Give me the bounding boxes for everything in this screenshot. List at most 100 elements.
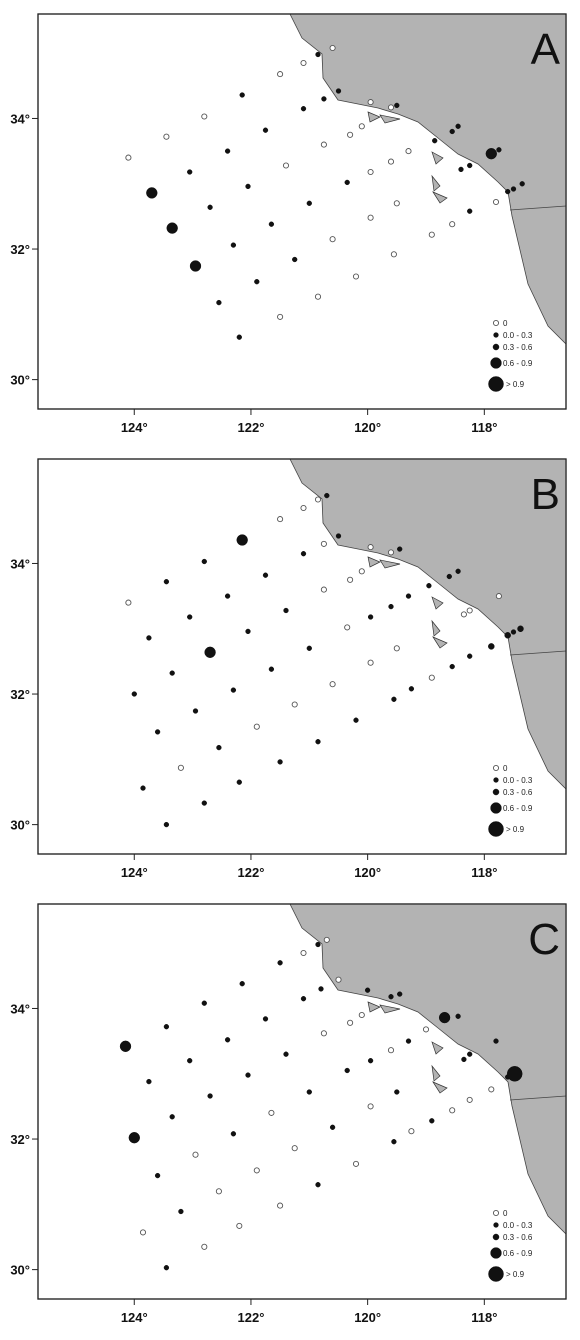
panel-letter: B — [531, 470, 560, 519]
station-marker-filled — [455, 568, 461, 574]
station-marker-filled — [236, 534, 248, 546]
station-marker-filled — [262, 127, 269, 133]
station-marker-empty — [320, 1030, 327, 1037]
station-marker-empty — [347, 1019, 354, 1026]
legend-marker — [488, 1266, 504, 1282]
station-marker-empty — [492, 198, 500, 206]
station-marker-empty — [405, 148, 412, 155]
legend-label: 0 — [503, 1209, 508, 1218]
station-marker-filled — [426, 583, 432, 589]
x-tick-label: 118° — [471, 420, 497, 435]
station-marker-filled — [268, 666, 275, 672]
station-marker-filled — [519, 181, 525, 187]
station-marker-filled — [467, 653, 473, 659]
station-marker-filled — [321, 96, 327, 102]
station-marker-filled — [432, 138, 438, 144]
station-marker-filled — [245, 1072, 251, 1078]
station-marker-empty — [277, 313, 284, 320]
station-marker-filled — [131, 691, 137, 697]
channel-island — [432, 1081, 448, 1094]
station-marker-filled — [315, 51, 321, 58]
y-tick-label: 32° — [10, 1132, 30, 1147]
station-marker-filled — [467, 1051, 473, 1057]
station-marker-empty — [367, 99, 374, 106]
station-marker-filled — [324, 492, 330, 499]
y-tick-label: 34° — [10, 111, 30, 126]
legend-label: 0.6 - 0.9 — [503, 1249, 533, 1258]
station-marker-filled — [128, 1132, 140, 1144]
station-marker-filled — [169, 670, 175, 676]
legend: 0 0.0 - 0.3 0.3 - 0.6 0.6 - 0.9 > 0.9 — [488, 764, 533, 837]
legend-label: 0 — [503, 319, 508, 328]
map-panel-c: 124° 122° 120° 118° 34° 32° 30° C 0 0.0 - 0.3 0.3 … — [10, 903, 567, 1325]
channel-island — [431, 174, 441, 192]
panel-letter: C — [528, 915, 560, 964]
station-marker-filled — [192, 708, 199, 714]
station-marker-filled — [283, 607, 289, 614]
station-marker-empty — [367, 659, 374, 666]
y-tick-label: 30° — [10, 818, 30, 833]
station-marker-filled — [504, 632, 511, 639]
station-marker-empty — [367, 544, 374, 551]
station-marker-filled — [277, 960, 283, 966]
legend-marker — [488, 821, 504, 837]
station-marker-filled — [201, 800, 207, 806]
station-marker-filled — [493, 1038, 499, 1044]
station-marker-empty — [323, 936, 330, 943]
station-marker-empty — [367, 1103, 374, 1110]
station-marker-filled — [467, 162, 473, 169]
channel-island — [431, 1064, 441, 1082]
station-marker-empty — [320, 141, 327, 148]
station-marker-filled — [315, 941, 321, 948]
station-marker-filled — [236, 779, 242, 785]
station-marker-filled — [154, 1172, 161, 1179]
station-marker-filled — [230, 242, 237, 248]
station-marker-filled — [230, 687, 237, 693]
station-marker-empty — [347, 576, 354, 583]
station-marker-empty — [201, 113, 208, 120]
stations — [119, 936, 523, 1271]
station-marker-filled — [268, 221, 275, 227]
legend-marker — [492, 1233, 500, 1241]
legend-label: 0.6 - 0.9 — [503, 359, 533, 368]
station-marker-empty — [192, 1151, 199, 1158]
station-marker-filled — [429, 1118, 435, 1124]
station-marker-filled — [449, 663, 455, 670]
station-marker-filled — [306, 200, 312, 206]
x-tick-label: 124° — [121, 420, 148, 435]
station-marker-filled — [146, 635, 152, 641]
x-tick-label: 120° — [354, 1310, 381, 1325]
station-marker-empty — [358, 568, 365, 575]
station-marker-filled — [344, 179, 350, 186]
station-marker-filled — [204, 646, 216, 658]
station-marker-filled — [455, 1013, 461, 1019]
station-marker-empty — [125, 599, 132, 606]
station-marker-filled — [306, 645, 312, 651]
x-tick-label: 124° — [121, 1310, 148, 1325]
station-marker-filled — [517, 625, 524, 633]
station-marker-filled — [140, 785, 146, 791]
station-marker-filled — [364, 987, 371, 993]
station-marker-filled — [224, 593, 231, 599]
station-marker-empty — [291, 1145, 298, 1152]
y-tick-label: 32° — [10, 687, 30, 702]
station-marker-filled — [207, 204, 213, 210]
station-marker-filled — [154, 729, 161, 735]
legend-marker — [492, 764, 500, 772]
stations — [125, 44, 525, 340]
legend-marker — [492, 319, 500, 327]
station-marker-filled — [496, 147, 502, 153]
y-tick-label: 34° — [10, 1001, 30, 1016]
station-marker-filled — [169, 1114, 175, 1120]
station-marker-filled — [408, 686, 415, 692]
station-marker-empty — [236, 1222, 243, 1229]
station-marker-empty — [177, 764, 184, 771]
channel-island — [432, 191, 448, 204]
channel-island — [431, 1041, 444, 1055]
station-marker-empty — [282, 162, 290, 169]
station-marker-empty — [488, 1086, 495, 1093]
legend-marker — [490, 1247, 502, 1259]
station-marker-empty — [466, 607, 473, 614]
legend-label: 0.3 - 0.6 — [503, 343, 533, 352]
